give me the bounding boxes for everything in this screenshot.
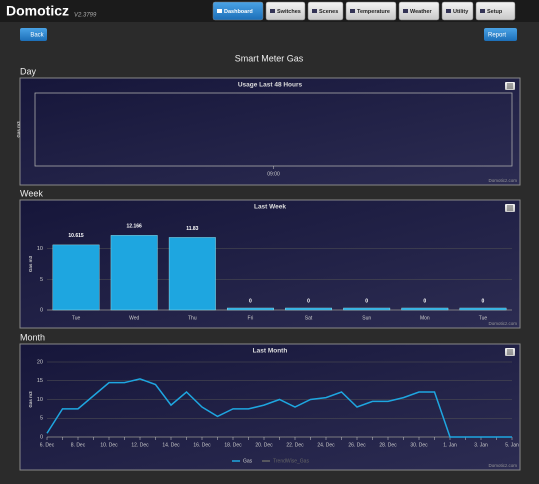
x-tick-label: Fri: [248, 315, 254, 321]
x-tick-label: 12. Dec: [131, 442, 149, 448]
nav-icon[interactable]: [350, 9, 355, 13]
report-button[interactable]: [484, 28, 517, 41]
x-tick-label: 09:00: [267, 171, 280, 177]
nav-button[interactable]: [441, 1, 474, 21]
x-tick-label: 30. Dec: [410, 442, 428, 448]
chart-frame: [19, 343, 521, 471]
value-label: 10.615: [68, 233, 84, 239]
legend-label: Gas: [243, 458, 253, 464]
bar: [110, 235, 158, 311]
nav-icon[interactable]: [270, 9, 275, 13]
value-label: 0: [423, 298, 426, 304]
x-tick-label: Thu: [188, 315, 197, 321]
report-label[interactable]: Report: [488, 33, 506, 39]
x-tick-label: Tue: [479, 315, 488, 321]
x-tick-label: Mon: [420, 315, 430, 321]
value-label: 0: [307, 298, 310, 304]
line-series: [46, 378, 512, 438]
value-label: 0: [365, 298, 368, 304]
credit: Domoticz.com: [488, 463, 517, 468]
bar: [401, 307, 449, 311]
y-tick-label: 10: [37, 246, 43, 252]
y-axis-label: Gas m3: [28, 255, 33, 272]
x-tick-label: 16. Dec: [193, 442, 211, 448]
chart-frame: [19, 199, 521, 329]
x-tick-label: 26. Dec: [348, 442, 366, 448]
x-tick-label: 24. Dec: [317, 442, 335, 448]
page-title: Smart Meter Gas: [235, 53, 304, 63]
chart-frame: [19, 77, 521, 186]
x-tick-label: Sun: [362, 315, 371, 321]
x-tick-label: 3. Jan: [474, 442, 488, 448]
y-tick-label: 15: [37, 378, 43, 384]
nav-icon[interactable]: [446, 9, 451, 13]
y-tick-label: 10: [37, 397, 43, 403]
x-tick-label: 20. Dec: [255, 442, 273, 448]
y-axis-label: Gas m3: [16, 121, 21, 138]
back-button[interactable]: [20, 28, 47, 41]
nav-button[interactable]: [307, 1, 344, 21]
bar: [459, 307, 507, 311]
bar: [52, 244, 100, 311]
x-tick-label: 8. Dec: [71, 442, 86, 448]
y-tick-label: 0: [40, 434, 43, 440]
nav-button[interactable]: [212, 1, 264, 21]
bar: [285, 307, 333, 311]
x-tick-label: 14. Dec: [162, 442, 180, 448]
value-label: 0: [249, 298, 252, 304]
chart-title: Last Month: [253, 348, 288, 355]
value-label: 11.83: [186, 226, 198, 232]
nav-icon[interactable]: [217, 9, 222, 13]
nav-button[interactable]: [475, 1, 516, 21]
x-tick-label: Wed: [129, 315, 139, 321]
nav-label[interactable]: Dashboard: [224, 9, 253, 15]
legend-label: TrendWise_Gas: [273, 458, 309, 464]
bar: [226, 307, 274, 311]
x-tick-label: 10. Dec: [100, 442, 118, 448]
nav-icon[interactable]: [480, 9, 485, 13]
nav-button[interactable]: [265, 1, 306, 21]
chart-title: Usage Last 48 Hours: [238, 82, 303, 89]
nav-label[interactable]: Weather: [410, 9, 432, 15]
value-label: 12.166: [127, 224, 143, 230]
section-label: Week: [20, 188, 43, 198]
nav-button[interactable]: [345, 1, 397, 21]
x-tick-label: 6. Dec: [40, 442, 55, 448]
nav-label[interactable]: Setup: [487, 9, 503, 15]
x-tick-label: Sat: [305, 315, 313, 321]
credit: Domoticz.com: [488, 321, 517, 326]
y-tick-label: 20: [37, 359, 43, 365]
y-tick-label: 5: [40, 277, 43, 283]
chart-title: Last Week: [254, 204, 286, 211]
version: V2.3799: [74, 13, 97, 19]
y-axis-label: Gas m3: [28, 391, 33, 408]
value-label: 0: [482, 298, 485, 304]
section-label: Day: [20, 66, 37, 76]
nav-icon[interactable]: [403, 9, 408, 13]
x-tick-label: 28. Dec: [379, 442, 397, 448]
x-tick-label: 18. Dec: [224, 442, 242, 448]
logo: Domoticz: [6, 3, 69, 19]
bar: [168, 237, 216, 311]
nav-button[interactable]: [398, 1, 440, 21]
credit: Domoticz.com: [488, 178, 517, 183]
nav-label[interactable]: Temperature: [357, 9, 390, 15]
x-tick-label: Tue: [72, 315, 81, 321]
nav-icon[interactable]: [312, 9, 317, 13]
nav-label[interactable]: Scenes: [319, 9, 338, 15]
nav-label[interactable]: Utility: [453, 9, 469, 15]
x-tick-label: 22. Dec: [286, 442, 304, 448]
nav-label[interactable]: Switches: [277, 9, 301, 15]
x-tick-label: 5. Jan: [505, 442, 519, 448]
bar: [343, 307, 391, 311]
x-tick-label: 1. Jan: [443, 442, 457, 448]
y-tick-label: 0: [40, 307, 43, 313]
section-label: Month: [20, 332, 45, 342]
y-tick-label: 5: [40, 416, 43, 422]
back-label[interactable]: Back: [30, 33, 44, 39]
